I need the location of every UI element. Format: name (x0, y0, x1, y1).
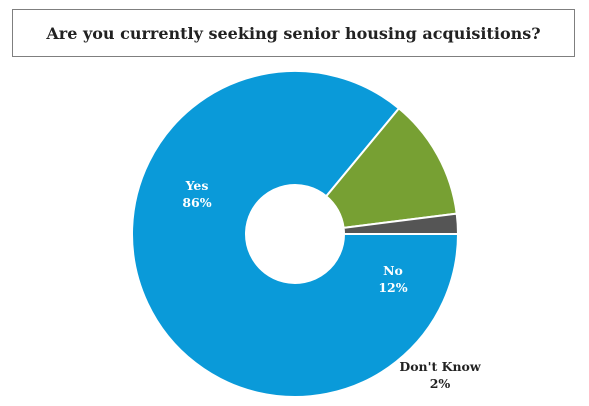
pie-slice-yes (131, 70, 460, 398)
pie-label-category: No (383, 263, 403, 278)
pie-label-yes: Yes 86% (182, 178, 211, 210)
pie-labels: Yes 86% No 12% Don't Know 2% (182, 178, 482, 391)
chart-title: Are you currently seeking senior housing… (46, 23, 541, 43)
pie-label-value: 2% (430, 376, 451, 391)
pie-label-category: Don't Know (399, 359, 482, 374)
pie-slice-no (324, 106, 458, 229)
pie-slices (131, 70, 460, 398)
pie-label-no: No 12% (378, 263, 407, 295)
pie-slice-don-t-know (342, 212, 460, 235)
pie-label-value: 12% (378, 280, 407, 295)
pie-label-value: 86% (182, 195, 211, 210)
pie-label-don-t-know: Don't Know 2% (399, 359, 482, 391)
chart-title-box: Are you currently seeking senior housing… (12, 9, 575, 57)
pie-label-category: Yes (185, 178, 209, 193)
